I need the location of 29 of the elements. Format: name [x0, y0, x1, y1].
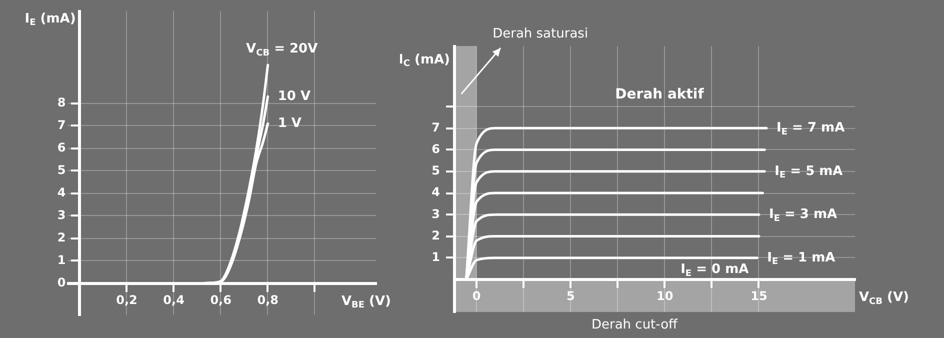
annotation: Derah aktif: [615, 86, 705, 103]
band-label: Derah cut-off: [591, 317, 679, 332]
y-tick-label: 8: [57, 95, 66, 110]
y-tick-label: 6: [57, 140, 66, 154]
x-tick-label: 0,4: [163, 292, 184, 307]
y-tick-label: 6: [432, 142, 440, 156]
x-tick-label: 5: [566, 288, 575, 303]
y-tick-label: 7: [57, 118, 66, 132]
x-tick-label: 0,2: [116, 292, 138, 307]
y-tick-label: 1: [432, 250, 440, 264]
y-tick-label: 2: [432, 228, 440, 242]
y-tick-label: 5: [57, 163, 66, 178]
y-tick-label: 3: [432, 206, 440, 221]
x-tick-label: 0,6: [210, 292, 232, 307]
series-label: 1 V: [278, 116, 302, 131]
y-tick-label: 4: [57, 186, 66, 200]
y-tick-label: 3: [57, 208, 66, 222]
y-tick-label: 5: [432, 164, 440, 178]
series-label: 10 V: [278, 88, 311, 104]
x-tick-label: 0: [472, 288, 481, 303]
y-tick-label: 1: [57, 253, 66, 268]
y-tick-label: 7: [432, 120, 440, 134]
x-tick-label: 15: [750, 288, 768, 303]
y-tick-label: 4: [432, 185, 440, 200]
y-tick-label: 2: [57, 230, 66, 245]
x-tick-label: 0,8: [257, 292, 278, 307]
band-label: Derah saturasi: [492, 26, 588, 42]
y-tick-label: 0: [57, 276, 66, 290]
x-tick-label: 10: [656, 288, 674, 303]
